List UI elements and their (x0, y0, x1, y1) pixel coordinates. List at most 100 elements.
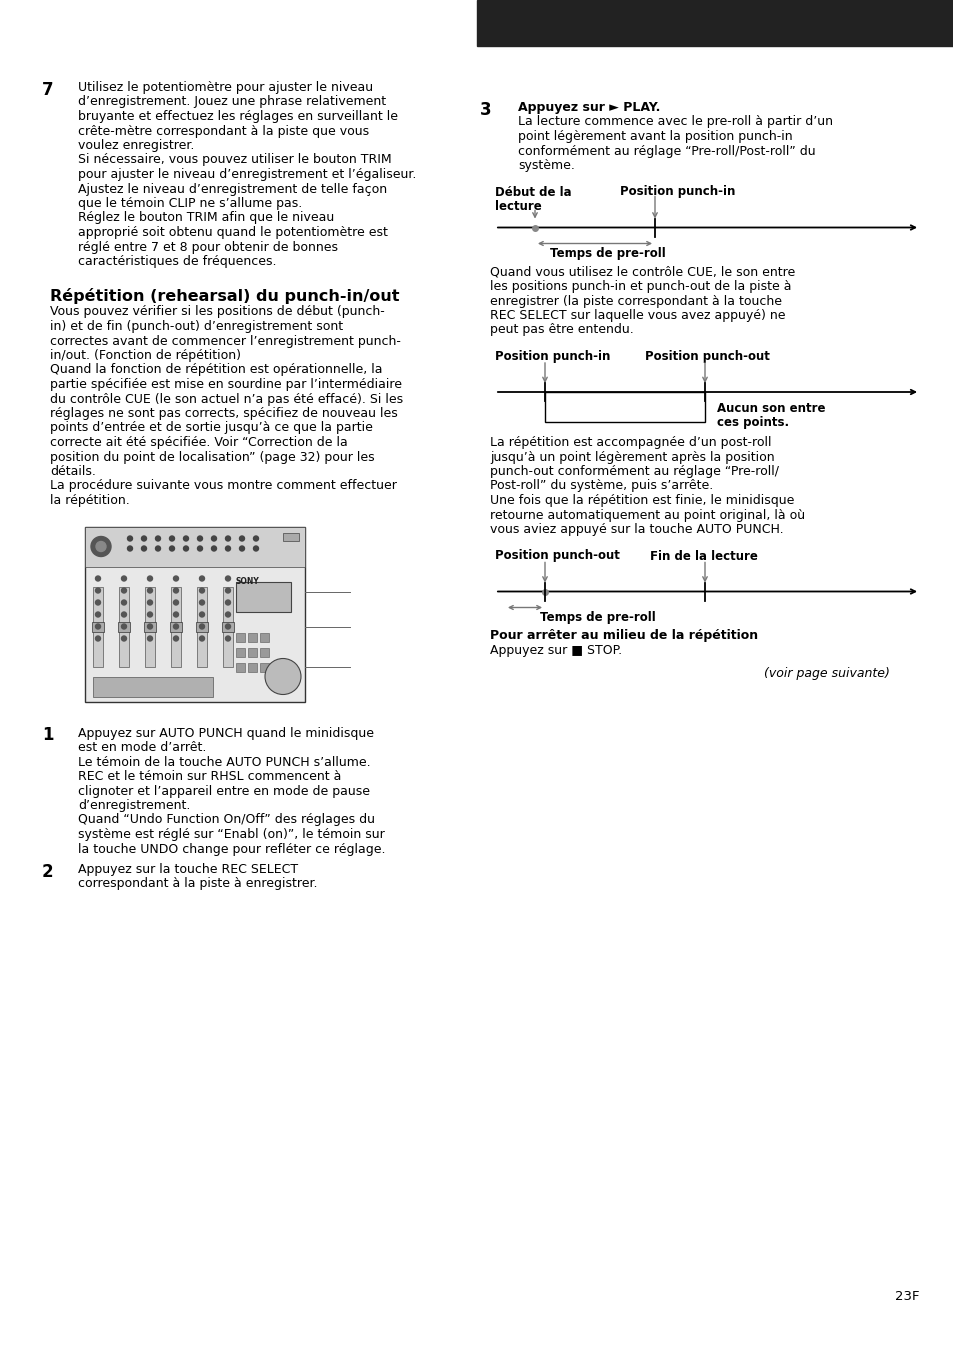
Circle shape (95, 576, 100, 581)
Circle shape (148, 624, 152, 630)
Text: 3: 3 (479, 101, 491, 119)
Text: retourne automatiquement au point original, là où: retourne automatiquement au point origin… (490, 508, 804, 521)
Circle shape (128, 546, 132, 551)
Text: ces points.: ces points. (717, 416, 788, 430)
Bar (196, 586, 207, 666)
Text: Quand la fonction de répétition est opérationnelle, la: Quand la fonction de répétition est opér… (50, 363, 382, 377)
Circle shape (173, 624, 178, 630)
Circle shape (212, 546, 216, 551)
Circle shape (239, 546, 244, 551)
Bar (260, 647, 269, 657)
Text: Quand vous utilisez le contrôle CUE, le son entre: Quand vous utilisez le contrôle CUE, le … (490, 266, 795, 278)
Circle shape (225, 600, 231, 605)
Circle shape (95, 624, 100, 630)
Text: REC et le témoin sur RHSL commencent à: REC et le témoin sur RHSL commencent à (78, 770, 341, 784)
Bar (195, 621, 208, 631)
Text: Position punch-out: Position punch-out (495, 550, 619, 562)
Bar (248, 632, 256, 642)
Circle shape (173, 636, 178, 640)
Text: REC SELECT sur laquelle vous avez appuyé) ne: REC SELECT sur laquelle vous avez appuyé… (490, 309, 784, 322)
Bar (283, 532, 298, 540)
Text: Si nécessaire, vous pouvez utiliser le bouton TRIM: Si nécessaire, vous pouvez utiliser le b… (78, 154, 392, 166)
Text: Temps de pre-roll: Temps de pre-roll (550, 247, 665, 261)
Text: Début de la: Début de la (495, 185, 571, 199)
Text: jusqu’à un point légèrement après la position: jusqu’à un point légèrement après la pos… (490, 450, 774, 463)
Circle shape (225, 636, 231, 640)
Circle shape (170, 546, 174, 551)
Circle shape (121, 612, 127, 617)
Text: Réglez le bouton TRIM afin que le niveau: Réglez le bouton TRIM afin que le niveau (78, 212, 334, 224)
Text: voulez enregistrer.: voulez enregistrer. (78, 139, 194, 153)
Text: Post-roll” du système, puis s’arrête.: Post-roll” du système, puis s’arrête. (490, 480, 713, 493)
Circle shape (173, 588, 178, 593)
Text: Pour arrêter au milieu de la répétition: Pour arrêter au milieu de la répétition (490, 630, 758, 643)
Circle shape (148, 576, 152, 581)
Text: (voir page suivante): (voir page suivante) (763, 666, 889, 680)
Text: bruyante et effectuez les réglages en surveillant le: bruyante et effectuez les réglages en su… (78, 109, 397, 123)
Text: conformément au réglage “Pre-roll/Post-roll” du: conformément au réglage “Pre-roll/Post-r… (517, 145, 815, 158)
Circle shape (239, 536, 244, 540)
Bar (248, 662, 256, 671)
Text: point légèrement avant la position punch-in: point légèrement avant la position punch… (517, 130, 792, 143)
Circle shape (141, 546, 147, 551)
Circle shape (170, 536, 174, 540)
Text: 23F: 23F (895, 1289, 919, 1302)
Circle shape (183, 536, 189, 540)
Bar (85, 527, 305, 701)
Text: Appuyez sur ► PLAY.: Appuyez sur ► PLAY. (517, 101, 659, 113)
Bar (85, 527, 305, 566)
Text: les positions punch-in et punch-out de la piste à: les positions punch-in et punch-out de l… (490, 280, 791, 293)
Text: est en mode d’arrêt.: est en mode d’arrêt. (78, 740, 206, 754)
Bar (171, 586, 181, 666)
Text: Enregistrement: Enregistrement (776, 14, 934, 32)
Circle shape (199, 636, 204, 640)
Text: in/out. (Fonction de répétition): in/out. (Fonction de répétition) (50, 349, 241, 362)
Circle shape (95, 636, 100, 640)
Circle shape (197, 536, 202, 540)
Text: système est réglé sur “Enabl (on)”, le témoin sur: système est réglé sur “Enabl (on)”, le t… (78, 828, 384, 842)
Text: 7: 7 (42, 81, 53, 99)
Circle shape (95, 600, 100, 605)
Text: caractéristiques de fréquences.: caractéristiques de fréquences. (78, 255, 276, 267)
Text: correspondant à la piste à enregistrer.: correspondant à la piste à enregistrer. (78, 878, 317, 890)
Text: punch-out conformément au réglage “Pre-roll/: punch-out conformément au réglage “Pre-r… (490, 465, 779, 478)
Circle shape (121, 576, 127, 581)
Text: La procédure suivante vous montre comment effectuer: La procédure suivante vous montre commen… (50, 480, 396, 493)
Text: La répétition est accompagnée d’un post-roll: La répétition est accompagnée d’un post-… (490, 436, 771, 449)
Text: détails.: détails. (50, 465, 95, 478)
Circle shape (199, 600, 204, 605)
Text: in) et de fin (punch-out) d’enregistrement sont: in) et de fin (punch-out) d’enregistreme… (50, 320, 343, 332)
Circle shape (183, 546, 189, 551)
Bar (235, 632, 245, 642)
Bar (92, 677, 213, 697)
Circle shape (199, 576, 204, 581)
Text: La lecture commence avec le pre-roll à partir d’un: La lecture commence avec le pre-roll à p… (517, 115, 832, 128)
Circle shape (148, 588, 152, 593)
Bar (223, 586, 233, 666)
Text: peut pas être entendu.: peut pas être entendu. (490, 323, 633, 336)
Text: Appuyez sur AUTO PUNCH quand le minidisque: Appuyez sur AUTO PUNCH quand le minidisq… (78, 727, 374, 739)
Text: correctes avant de commencer l’enregistrement punch-: correctes avant de commencer l’enregistr… (50, 335, 400, 347)
Bar (248, 647, 256, 657)
Text: Position punch-in: Position punch-in (495, 350, 610, 363)
Bar (235, 662, 245, 671)
Text: d’enregistrement.: d’enregistrement. (78, 798, 191, 812)
Text: enregistrer (la piste correspondant à la touche: enregistrer (la piste correspondant à la… (490, 295, 781, 308)
Text: Répétition (rehearsal) du punch-in/out: Répétition (rehearsal) du punch-in/out (50, 288, 399, 304)
Circle shape (173, 600, 178, 605)
Circle shape (95, 612, 100, 617)
Bar (544, 392, 704, 422)
Circle shape (199, 612, 204, 617)
Circle shape (173, 612, 178, 617)
Text: Appuyez sur la touche REC SELECT: Appuyez sur la touche REC SELECT (78, 863, 297, 875)
Circle shape (225, 576, 231, 581)
Text: Vous pouvez vérifier si les positions de début (punch-: Vous pouvez vérifier si les positions de… (50, 305, 384, 319)
Text: pour ajuster le niveau d’enregistrement et l’égaliseur.: pour ajuster le niveau d’enregistrement … (78, 168, 416, 181)
Circle shape (141, 536, 147, 540)
Text: clignoter et l’appareil entre en mode de pause: clignoter et l’appareil entre en mode de… (78, 785, 370, 797)
Text: Quand “Undo Function On/Off” des réglages du: Quand “Undo Function On/Off” des réglage… (78, 813, 375, 827)
Bar (91, 621, 104, 631)
Text: Position punch-in: Position punch-in (619, 185, 735, 199)
Bar (260, 662, 269, 671)
Circle shape (121, 624, 127, 630)
